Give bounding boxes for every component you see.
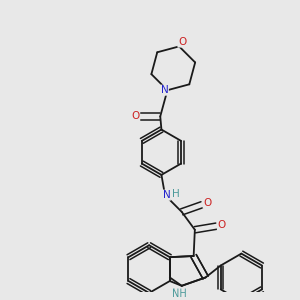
Text: NH: NH	[172, 288, 187, 298]
Text: N: N	[160, 85, 168, 95]
Text: NH: NH	[172, 289, 187, 299]
Text: H: H	[172, 189, 180, 199]
Text: O: O	[218, 220, 226, 230]
Text: O: O	[178, 37, 186, 47]
Text: O: O	[131, 111, 140, 122]
Text: N: N	[163, 190, 170, 200]
Text: O: O	[203, 198, 212, 208]
